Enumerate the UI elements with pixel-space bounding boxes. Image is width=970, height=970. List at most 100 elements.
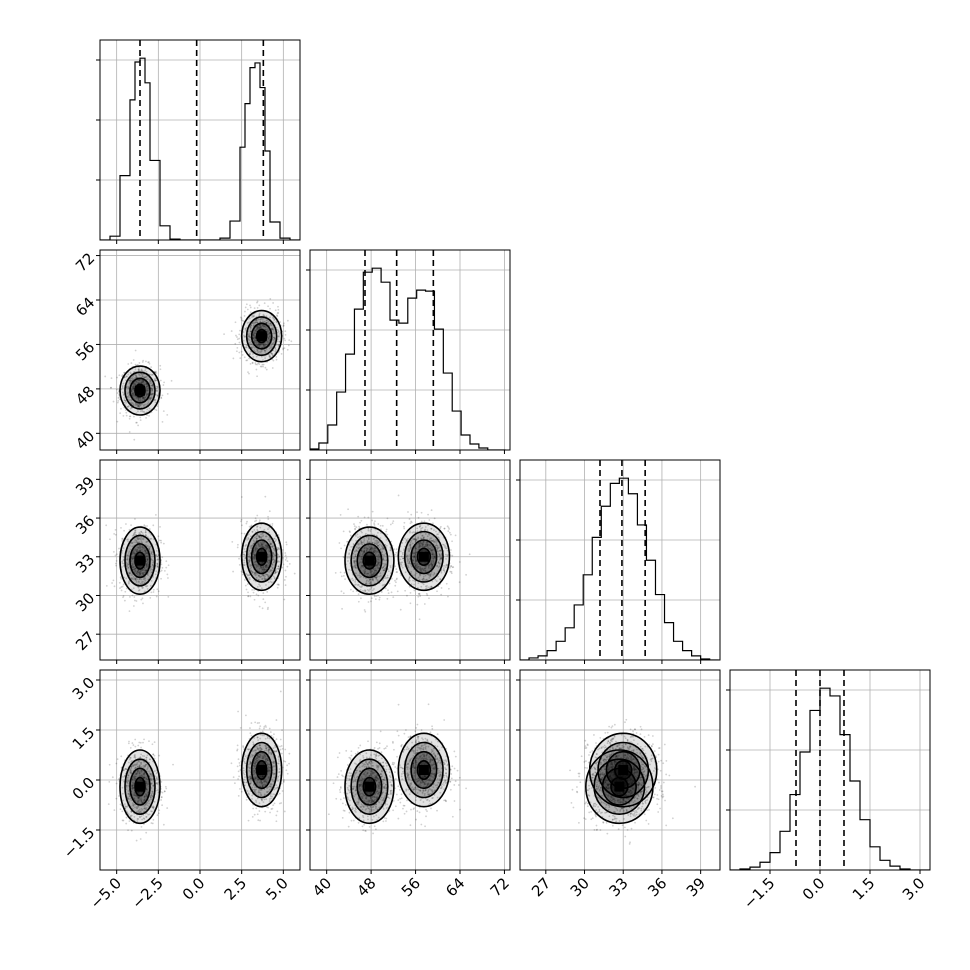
scatter-point (272, 327, 274, 330)
scatter-point (131, 545, 134, 548)
scatter-point (354, 562, 357, 565)
scatter-point (256, 564, 258, 566)
scatter-point (238, 341, 241, 344)
scatter-point (254, 554, 256, 557)
scatter-point (234, 342, 237, 345)
scatter-point (140, 746, 142, 749)
scatter-point (150, 782, 153, 785)
scatter-point (138, 403, 141, 406)
scatter-point (255, 593, 258, 596)
scatter-point (231, 540, 234, 543)
scatter-point (423, 536, 425, 538)
scatter-point (430, 549, 433, 552)
scatter-point (144, 531, 147, 534)
scatter-point (360, 519, 363, 522)
scatter-point (153, 806, 155, 808)
scatter-point (286, 565, 289, 568)
scatter-point (139, 404, 142, 407)
scatter-point (131, 802, 134, 805)
scatter-point (373, 569, 376, 572)
scatter-point (426, 594, 429, 597)
scatter-point (413, 580, 416, 582)
scatter-point (131, 573, 134, 576)
scatter-point (348, 568, 350, 571)
scatter-point (256, 327, 259, 330)
scatter-point (248, 317, 251, 320)
scatter-point (415, 560, 418, 562)
scatter-point (268, 559, 271, 562)
scatter-point (148, 548, 151, 551)
scatter-point (375, 569, 378, 572)
scatter-point (357, 536, 359, 539)
scatter-point (413, 555, 416, 558)
scatter-point (131, 562, 134, 565)
scatter-point (258, 304, 261, 307)
scatter-point (362, 576, 365, 579)
scatter-point (135, 794, 137, 797)
scatter-point (430, 549, 433, 552)
scatter-point (146, 389, 149, 392)
scatter-point (139, 546, 142, 549)
scatter-point (413, 556, 415, 559)
scatter-point (254, 362, 257, 364)
scatter-point (260, 575, 263, 578)
scatter-point (130, 556, 133, 559)
scatter-point (412, 559, 414, 562)
scatter-point (265, 535, 268, 538)
scatter-point (425, 545, 428, 547)
scatter-point (430, 509, 433, 512)
scatter-point (284, 330, 287, 333)
scatter-point (136, 807, 138, 810)
scatter-point (262, 345, 265, 348)
scatter-point (107, 803, 110, 806)
scatter-point (161, 791, 164, 794)
scatter-point (258, 567, 261, 570)
scatter-point (432, 555, 435, 557)
scatter-point (282, 563, 285, 566)
scatter-point (134, 578, 137, 581)
scatter-point (142, 538, 145, 541)
scatter-point (131, 377, 134, 379)
scatter-point (146, 801, 149, 804)
scatter-point (133, 815, 136, 818)
scatter-point (123, 399, 126, 402)
scatter-point (369, 566, 372, 568)
scatter-point (132, 404, 135, 406)
scatter-point (417, 576, 420, 579)
scatter-point (427, 513, 429, 516)
scatter-point (389, 566, 392, 569)
scatter-point (277, 547, 280, 550)
scatter-point (240, 350, 243, 353)
scatter-point (252, 591, 255, 594)
scatter-point (248, 576, 251, 579)
scatter-point (141, 532, 144, 534)
scatter-point (366, 540, 369, 542)
scatter-point (124, 409, 127, 411)
scatter-point (263, 568, 266, 571)
scatter-point (390, 549, 393, 552)
scatter-point (145, 564, 148, 567)
scatter-point (437, 550, 440, 553)
scatter-point (430, 563, 433, 565)
scatter-point (153, 754, 156, 757)
y-tick-label: 72 (72, 249, 98, 275)
scatter-point (395, 571, 398, 574)
scatter-point (120, 586, 123, 588)
scatter-point (135, 397, 138, 400)
scatter-point (138, 772, 141, 775)
scatter-point (238, 351, 241, 354)
scatter-point (138, 775, 141, 777)
scatter-point (266, 545, 268, 548)
scatter-point (348, 556, 351, 559)
scatter-point (425, 541, 428, 544)
scatter-point (133, 394, 135, 397)
scatter-point (256, 375, 258, 378)
scatter-point (418, 545, 421, 547)
scatter-point (143, 566, 146, 569)
scatter-point (245, 588, 248, 591)
scatter-point (255, 566, 258, 569)
scatter-point (132, 387, 135, 390)
scatter-point (375, 578, 378, 581)
scatter-point (375, 551, 378, 554)
scatter-point (265, 564, 268, 567)
